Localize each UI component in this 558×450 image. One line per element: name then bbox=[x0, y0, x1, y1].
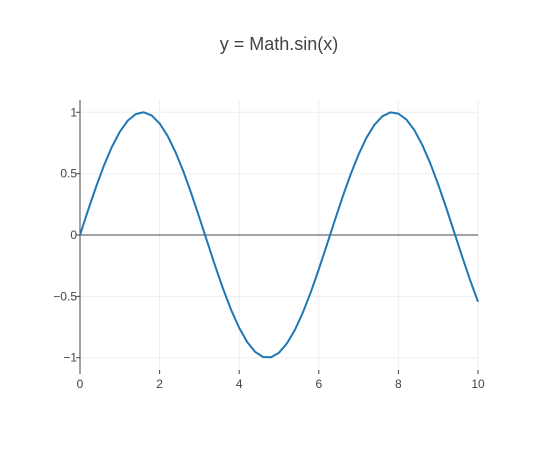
x-tick-label: 2 bbox=[156, 377, 163, 391]
chart-title: y = Math.sin(x) bbox=[220, 34, 339, 54]
y-tick-label: 1 bbox=[70, 105, 77, 119]
tick-labels: −1−0.500.510 2 4 6 8 10 bbox=[53, 105, 485, 391]
x-tick-label: 6 bbox=[315, 377, 322, 391]
y-tick-label: 0.5 bbox=[60, 167, 77, 181]
sine-series-line bbox=[79, 111, 479, 359]
x-tick-label: 10 bbox=[471, 377, 485, 391]
line-layer bbox=[79, 111, 479, 359]
x-tick-label: 0 bbox=[77, 377, 84, 391]
y-tick-label: −0.5 bbox=[53, 289, 77, 303]
y-tick-label: 0 bbox=[70, 228, 77, 242]
y-tick-label: −1 bbox=[63, 351, 77, 365]
axis-lines bbox=[76, 100, 479, 374]
x-tick-label: 8 bbox=[395, 377, 402, 391]
x-tick-label: 4 bbox=[236, 377, 243, 391]
